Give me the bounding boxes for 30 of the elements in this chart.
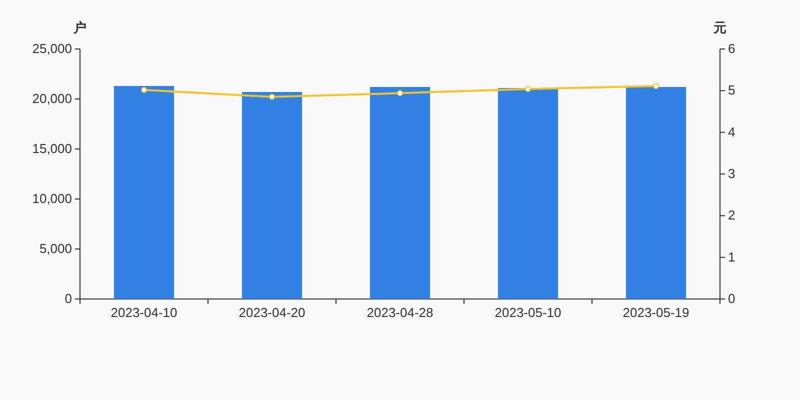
y2-tick-label: 2: [728, 208, 736, 223]
y2-axis-title: 元: [712, 20, 726, 35]
point: [397, 90, 403, 96]
bar: [370, 87, 430, 299]
y-tick-label: 10,000: [32, 191, 72, 206]
x-tick-label: 2023-04-28: [366, 305, 434, 320]
y2-tick-label: 3: [728, 166, 736, 181]
y-tick-label: 25,000: [32, 41, 72, 56]
point: [525, 86, 531, 92]
y-tick-label: 15,000: [32, 141, 72, 156]
bar: [626, 87, 686, 299]
bar: [498, 88, 558, 299]
y-tick-label: 20,000: [32, 91, 72, 106]
y2-tick-label: 0: [728, 291, 736, 306]
x-tick-label: 2023-04-10: [110, 305, 178, 320]
bar: [242, 92, 302, 299]
y-tick-label: 0: [64, 291, 72, 306]
point: [269, 94, 275, 100]
y2-tick-label: 1: [728, 249, 736, 264]
x-tick-label: 2023-05-19: [622, 305, 690, 320]
x-tick-label: 2023-04-20: [238, 305, 306, 320]
y2-tick-label: 4: [728, 124, 736, 140]
y-axis-title: 户: [72, 20, 86, 35]
x-tick-label: 2023-05-10: [494, 305, 562, 320]
y2-tick-label: 6: [728, 41, 736, 56]
y2-tick-label: 5: [728, 82, 736, 98]
y-tick-label: 5,000: [39, 241, 72, 256]
point: [141, 86, 147, 93]
point: [653, 83, 659, 90]
bar: [114, 86, 174, 299]
